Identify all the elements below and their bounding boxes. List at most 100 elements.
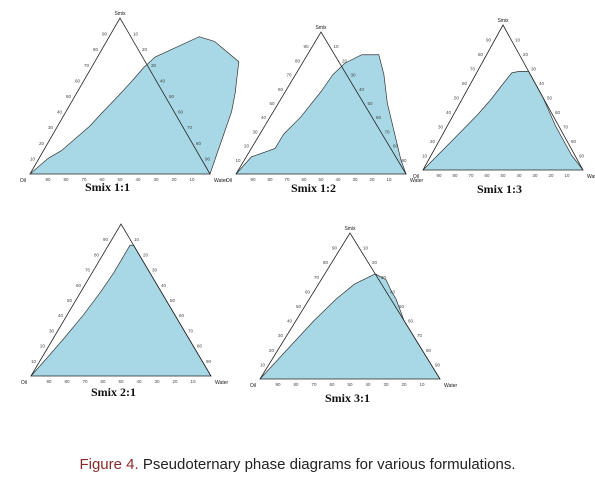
panel-title: Smix 1:1 xyxy=(85,180,130,194)
tick-label-left: 40 xyxy=(287,319,293,324)
tick-label-left: 20 xyxy=(430,139,436,144)
vertex-label-water: Water xyxy=(214,178,227,184)
tick-label-right: 50 xyxy=(547,96,553,101)
tick-label-right: 20 xyxy=(372,260,378,265)
tick-label-left: 50 xyxy=(269,101,275,106)
tick-label-left: 60 xyxy=(278,87,284,92)
tick-label-right: 60 xyxy=(179,313,185,318)
tick-label-bottom: 90 xyxy=(46,379,52,384)
tick-label-right: 20 xyxy=(342,58,348,63)
vertex-label-smix: Smix xyxy=(497,18,509,24)
tick-label-bottom: 10 xyxy=(419,382,425,387)
vertex-label-water: Water xyxy=(587,174,595,180)
tick-label-bottom: 30 xyxy=(352,177,358,182)
tick-label-left: 70 xyxy=(286,73,292,78)
tick-label-left: 20 xyxy=(244,144,250,149)
ternary-frame xyxy=(259,232,441,380)
vertex-label-oil: Oil xyxy=(226,178,232,184)
tick-label-right: 10 xyxy=(363,246,369,251)
tick-label-left: 40 xyxy=(446,110,452,115)
tick-label-right: 80 xyxy=(571,139,577,144)
tick-label-right: 20 xyxy=(523,52,529,57)
tick-label-bottom: 70 xyxy=(82,379,88,384)
tick-label-right: 50 xyxy=(170,298,176,303)
panel-title: Smix 2:1 xyxy=(91,385,136,399)
tick-label-left: 40 xyxy=(58,313,64,318)
vertex-label-water: Water xyxy=(215,380,228,386)
tick-label-right: 30 xyxy=(351,73,357,78)
vertex-label-smix: Smix xyxy=(344,226,356,232)
tick-label-bottom: 80 xyxy=(293,382,299,387)
phase-diagram-smix-1-1: 10 10 10 20 20 20 30 30 30 40 40 40 50 50 50 60 60 60 70 70… xyxy=(20,11,240,208)
tick-label-right: 40 xyxy=(160,78,166,83)
tick-label-right: 90 xyxy=(435,362,441,367)
tick-label-left: 60 xyxy=(305,289,311,294)
tick-label-bottom: 50 xyxy=(117,177,123,182)
phase-diagram-smix-1-3: 10 10 10 20 20 20 30 30 30 40 40 40 50 50 50 60 60 60 70 70… xyxy=(413,18,595,210)
tick-label-bottom: 60 xyxy=(99,177,105,182)
vertex-label-oil: Oil xyxy=(250,383,256,389)
tick-label-bottom: 20 xyxy=(369,177,375,182)
tick-label-bottom: 80 xyxy=(267,177,273,182)
tick-label-left: 50 xyxy=(454,96,460,101)
phase-diagram-smix-1-2: 10 10 10 20 20 20 30 30 30 40 40 40 50 50 50 60 60 60 70 70… xyxy=(226,25,424,208)
microemulsion-region xyxy=(31,245,211,376)
tick-label-right: 30 xyxy=(531,67,537,72)
tick-label-bottom: 90 xyxy=(250,177,256,182)
tick-label-right: 70 xyxy=(417,333,423,338)
figure-caption-text: Pseudoternary phase diagrams for various… xyxy=(138,456,516,473)
tick-label-left: 40 xyxy=(57,110,63,115)
tick-label-right: 10 xyxy=(515,38,521,43)
tick-label-right: 90 xyxy=(579,154,585,159)
tick-label-bottom: 10 xyxy=(189,177,195,182)
tick-label-left: 90 xyxy=(486,38,492,43)
ternary-frame xyxy=(422,24,584,171)
tick-label-right: 50 xyxy=(368,101,374,106)
tick-label-left: 80 xyxy=(93,47,99,52)
tick-label-bottom: 20 xyxy=(172,379,178,384)
tick-label-bottom: 40 xyxy=(136,379,142,384)
phase-boundary-line xyxy=(235,54,407,175)
tick-label-bottom: 70 xyxy=(311,382,317,387)
tick-label-right: 50 xyxy=(399,304,405,309)
ternary-plot: 10 10 10 20 20 20 30 30 30 40 40 40 50 50 50 60 60 60 70 70… xyxy=(20,11,240,184)
tick-label-bottom: 30 xyxy=(532,173,538,178)
tick-label-right: 30 xyxy=(151,63,157,68)
tick-label-right: 90 xyxy=(206,359,212,364)
tick-label-left: 20 xyxy=(40,344,46,349)
tick-label-left: 10 xyxy=(235,158,241,163)
vertex-label-water: Water xyxy=(444,383,457,389)
tick-label-left: 30 xyxy=(278,333,284,338)
tick-label-left: 90 xyxy=(303,44,309,49)
tick-label-right: 80 xyxy=(426,348,432,353)
tick-label-right: 40 xyxy=(390,289,396,294)
tick-label-left: 60 xyxy=(462,81,468,86)
ternary-plot: 10 10 10 20 20 20 30 30 30 40 40 40 50 50 50 60 60 60 70 70… xyxy=(21,223,228,386)
microemulsion-region xyxy=(260,273,440,379)
tick-label-bottom: 90 xyxy=(275,382,281,387)
tick-label-right: 90 xyxy=(402,158,408,163)
tick-label-right: 80 xyxy=(393,144,399,149)
tick-label-bottom: 40 xyxy=(135,177,141,182)
tick-label-right: 70 xyxy=(385,129,391,134)
tick-label-right: 20 xyxy=(142,47,148,52)
ternary-frame xyxy=(235,31,407,175)
tick-label-bottom: 60 xyxy=(100,379,106,384)
tick-label-left: 90 xyxy=(102,32,108,37)
panel-title: Smix 3:1 xyxy=(325,391,370,405)
tick-label-right: 60 xyxy=(408,319,414,324)
tick-label-left: 70 xyxy=(84,63,90,68)
tick-label-right: 90 xyxy=(205,156,211,161)
tick-label-right: 50 xyxy=(169,94,175,99)
tick-label-right: 10 xyxy=(134,237,140,242)
tick-label-left: 10 xyxy=(260,362,266,367)
tick-label-right: 70 xyxy=(188,328,194,333)
ternary-plot: 10 10 10 20 20 20 30 30 30 40 40 40 50 50 50 60 60 60 70 70… xyxy=(413,18,595,180)
tick-label-bottom: 70 xyxy=(81,177,87,182)
tick-label-left: 70 xyxy=(314,275,320,280)
tick-label-left: 80 xyxy=(323,260,329,265)
phase-boundary-line xyxy=(29,36,240,175)
tick-label-left: 50 xyxy=(66,94,72,99)
tick-label-bottom: 20 xyxy=(401,382,407,387)
tick-label-bottom: 80 xyxy=(64,379,70,384)
